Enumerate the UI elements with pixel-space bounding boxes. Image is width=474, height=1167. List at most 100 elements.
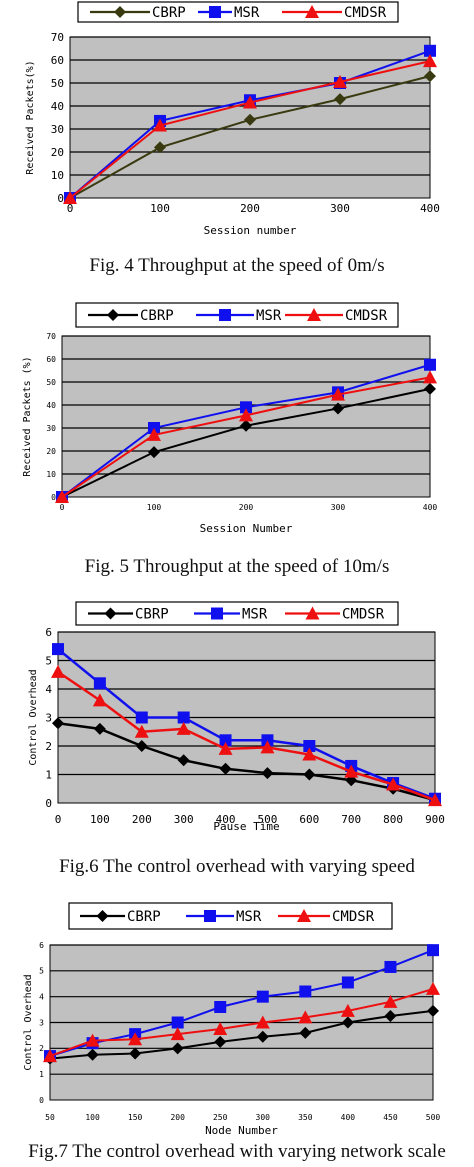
x-tick-label: 100 (90, 813, 110, 826)
legend-item-cbrp: CBRP (88, 308, 174, 324)
data-point (214, 1035, 227, 1048)
data-point (384, 960, 397, 973)
x-tick-label: 450 (383, 1113, 398, 1122)
y-tick-label: 60 (51, 54, 64, 67)
x-tick-label: 500 (426, 1113, 441, 1122)
data-point (55, 490, 69, 503)
data-point (86, 1048, 99, 1061)
series-line (49, 987, 434, 1058)
legend-marker (305, 606, 320, 620)
data-point (52, 643, 64, 656)
y-tick-label: 0 (39, 1096, 44, 1105)
data-point (214, 1001, 227, 1013)
x-tick-label: 0 (55, 813, 62, 826)
data-point (52, 717, 64, 730)
data-point (240, 401, 252, 414)
y-tick-label: 6 (45, 626, 52, 639)
x-tick-label: 400 (420, 202, 440, 215)
legend-item-cmdsr: CMDSR (282, 5, 387, 21)
series-line (49, 949, 434, 1058)
legend: CBRP MSR CMDSR (68, 902, 393, 930)
x-tick-label: 300 (174, 813, 194, 826)
y-tick-label: 5 (39, 967, 44, 976)
y-tick-label: 10 (51, 169, 64, 182)
figure-4: 0 10 20 30 40 50 60 70 0 100 200 300 400 Session numb… (0, 0, 474, 290)
data-point (303, 740, 316, 752)
y-tick-label: 30 (46, 424, 56, 433)
figure-5: 0 10 20 30 40 50 60 70 0 100 200 300 400 Session Numb… (0, 295, 474, 605)
data-point (255, 1015, 270, 1029)
legend-marker (107, 309, 119, 321)
x-tick-label: 900 (425, 813, 445, 826)
data-point (424, 358, 436, 371)
y-tick-label: 50 (46, 378, 56, 387)
y-tick-label: 10 (46, 470, 56, 479)
legend-label: MSR (234, 5, 260, 21)
x-tick-label: 800 (383, 813, 403, 826)
data-point (92, 693, 107, 707)
legend-item-cbrp: CBRP (88, 607, 169, 623)
y-axis-label: Control Overhead (23, 974, 34, 1070)
data-point (303, 768, 316, 781)
y-tick-label: 4 (39, 992, 44, 1001)
legend-label: CBRP (140, 308, 174, 324)
data-point (171, 1042, 184, 1055)
data-point (128, 1032, 143, 1046)
legend-label: CBRP (152, 5, 186, 21)
data-point (423, 54, 437, 68)
legend-marker (307, 308, 321, 321)
data-point (298, 1010, 313, 1024)
data-point (260, 740, 275, 754)
chart-throughput-10ms: 0 10 20 30 40 50 60 70 0 100 200 300 400 Session Numb… (22, 302, 437, 535)
legend-label: MSR (236, 909, 262, 925)
chart-control-overhead-speed: 0 1 2 3 4 5 6 0 100 200 300 400 500 600 700 800 900 Pause… (28, 601, 445, 833)
legend-item-cbrp: CBRP (80, 909, 161, 925)
data-point (423, 370, 437, 384)
data-point (219, 734, 232, 747)
y-tick-label: 30 (51, 123, 64, 136)
y-axis-label: Received Packets(%) (25, 60, 36, 174)
x-axis-label: Session Number (200, 522, 293, 535)
legend-marker (209, 6, 221, 18)
x-tick-label: 350 (298, 1113, 313, 1122)
legend-marker (211, 607, 223, 620)
x-tick-label: 200 (132, 813, 152, 826)
x-tick-label: 0 (67, 202, 74, 215)
x-tick-label: 300 (331, 503, 346, 512)
data-point (340, 1003, 355, 1017)
legend-marker (297, 909, 311, 922)
x-tick-label: 200 (239, 503, 254, 512)
data-point (154, 141, 166, 154)
x-tick-label: 100 (85, 1113, 100, 1122)
y-tick-label: 40 (51, 100, 64, 113)
y-tick-label: 20 (46, 447, 56, 456)
x-tick-label: 100 (147, 503, 162, 512)
data-point (93, 722, 106, 735)
data-point (383, 994, 398, 1008)
data-point (426, 981, 440, 995)
data-point (177, 754, 190, 767)
x-tick-label: 300 (330, 202, 350, 215)
data-point (344, 764, 359, 778)
series-line (57, 670, 436, 802)
y-tick-label: 5 (45, 654, 52, 667)
data-point (218, 741, 233, 755)
legend-label: CMDSR (344, 5, 387, 21)
data-point (334, 93, 346, 106)
figure-caption: Fig.7 The control overhead with varying … (28, 1141, 446, 1162)
data-point (219, 762, 232, 775)
x-tick-label: 400 (341, 1113, 356, 1122)
data-point (424, 44, 436, 57)
chart-throughput-0ms: 0 10 20 30 40 50 60 70 0 100 200 300 400 Session numb… (25, 1, 440, 237)
x-tick-label: 500 (258, 813, 278, 826)
data-point (63, 191, 77, 204)
x-tick-label: 300 (256, 1113, 271, 1122)
legend-marker (114, 6, 126, 18)
y-tick-label: 70 (51, 31, 64, 44)
data-point (428, 793, 442, 807)
data-point (239, 408, 253, 422)
data-point (331, 387, 345, 401)
data-point (332, 402, 344, 415)
legend-label: CMDSR (342, 607, 385, 623)
y-tick-label: 0 (45, 797, 52, 810)
